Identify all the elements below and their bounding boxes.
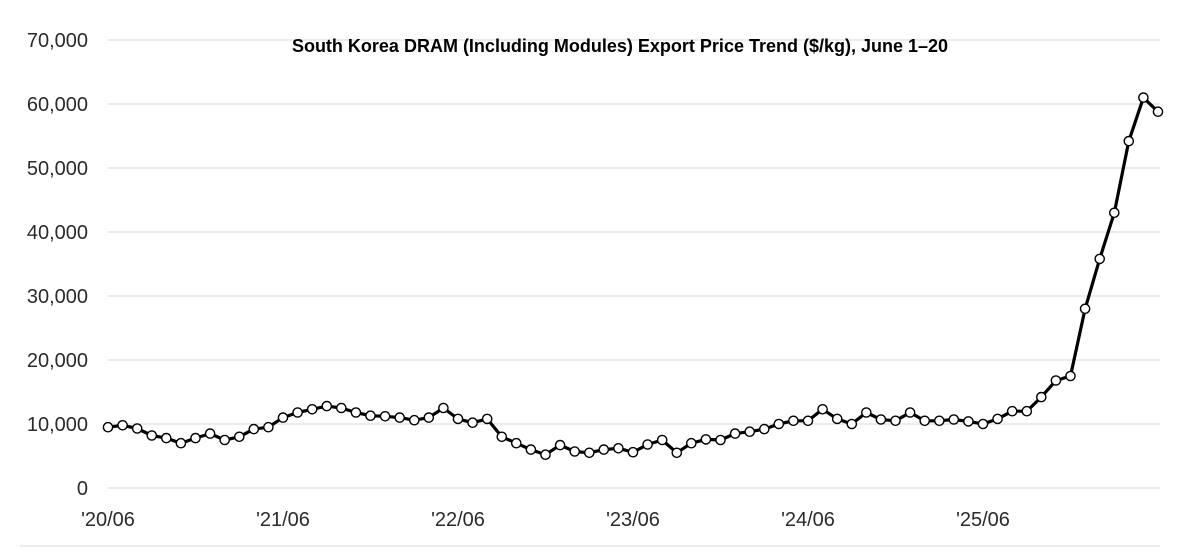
y-tick-label: 40,000	[27, 222, 88, 244]
y-tick-label: 0	[77, 478, 88, 500]
data-point	[817, 403, 828, 415]
chart-title: South Korea DRAM (Including Modules) Exp…	[292, 36, 948, 56]
data-point	[146, 430, 158, 441]
data-point	[481, 413, 493, 425]
data-point	[831, 413, 843, 425]
x-tick-label: '24/06	[781, 509, 835, 531]
data-point	[1138, 92, 1149, 103]
data-point	[977, 418, 989, 430]
data-point	[904, 407, 916, 418]
data-point	[1036, 391, 1047, 403]
data-point	[773, 418, 785, 430]
data-point	[277, 412, 289, 423]
series-line	[106, 95, 1160, 457]
data-point	[467, 417, 478, 429]
data-point	[875, 414, 887, 425]
data-point	[802, 415, 814, 427]
data-point	[131, 423, 143, 434]
gridlines	[20, 39, 1160, 547]
data-point	[715, 434, 726, 446]
x-tick-label: '22/06	[431, 509, 485, 531]
data-point	[160, 432, 172, 444]
data-point	[1006, 405, 1018, 417]
data-point	[408, 414, 420, 426]
data-point	[248, 423, 260, 435]
y-axis-tick-labels: 0 10,000 20,000 30,000 40,000 50,000 60,000 70,…	[27, 30, 88, 500]
data-point	[948, 414, 960, 425]
data-point	[438, 402, 449, 414]
data-point	[350, 407, 362, 418]
data-point	[452, 413, 464, 425]
y-tick-label: 70,000	[27, 30, 88, 52]
data-point	[1123, 135, 1135, 147]
data-point	[788, 415, 799, 427]
data-point	[1109, 207, 1120, 219]
data-point	[700, 434, 712, 445]
data-point	[306, 403, 318, 415]
data-point	[671, 447, 683, 459]
data-point	[729, 428, 741, 439]
data-point	[934, 415, 945, 427]
data-point	[525, 444, 537, 455]
data-point	[496, 431, 508, 443]
data-point	[335, 402, 347, 414]
data-point	[613, 442, 624, 454]
x-tick-label: '25/06	[956, 509, 1010, 531]
data-point	[1065, 370, 1076, 382]
data-point	[102, 421, 114, 433]
data-point	[1050, 375, 1062, 386]
data-point	[1152, 106, 1164, 117]
data-point	[423, 412, 435, 423]
data-point	[190, 432, 201, 444]
data-point	[554, 439, 566, 451]
data-point	[540, 449, 551, 461]
data-point	[963, 416, 974, 427]
data-point	[1021, 405, 1033, 417]
data-point	[656, 434, 668, 446]
x-tick-label: '21/06	[256, 509, 310, 531]
data-point	[744, 426, 756, 438]
data-point	[510, 437, 522, 449]
data-point	[686, 437, 697, 449]
series-layer	[102, 92, 1164, 461]
data-point	[569, 446, 581, 457]
data-point	[394, 412, 406, 423]
data-point	[263, 421, 274, 433]
data-point	[992, 413, 1003, 425]
data-point	[204, 428, 216, 439]
data-point	[292, 407, 303, 418]
data-point	[219, 434, 230, 446]
data-point	[759, 423, 770, 435]
y-tick-label: 50,000	[27, 158, 88, 180]
data-point	[890, 415, 901, 427]
data-point	[861, 407, 872, 418]
data-point	[584, 447, 595, 459]
x-tick-label: '23/06	[606, 509, 660, 531]
data-point	[1094, 253, 1105, 265]
y-tick-label: 20,000	[27, 350, 88, 372]
data-point	[919, 415, 931, 427]
y-tick-label: 60,000	[27, 94, 88, 116]
data-point	[321, 400, 333, 412]
data-point	[365, 410, 376, 422]
data-point	[117, 419, 128, 431]
x-tick-label: '20/06	[81, 509, 135, 531]
data-point	[233, 431, 245, 443]
data-point	[175, 437, 187, 449]
x-axis-tick-labels: '20/06 '21/06 '22/06 '23/06 '24/06 '25/06	[81, 509, 1010, 531]
y-tick-label: 10,000	[27, 414, 88, 436]
data-point	[598, 444, 610, 455]
data-point	[846, 418, 858, 430]
data-point	[642, 439, 653, 450]
data-point	[1079, 303, 1091, 315]
y-tick-label: 30,000	[27, 286, 88, 308]
data-point	[627, 446, 639, 458]
data-point	[379, 410, 391, 422]
